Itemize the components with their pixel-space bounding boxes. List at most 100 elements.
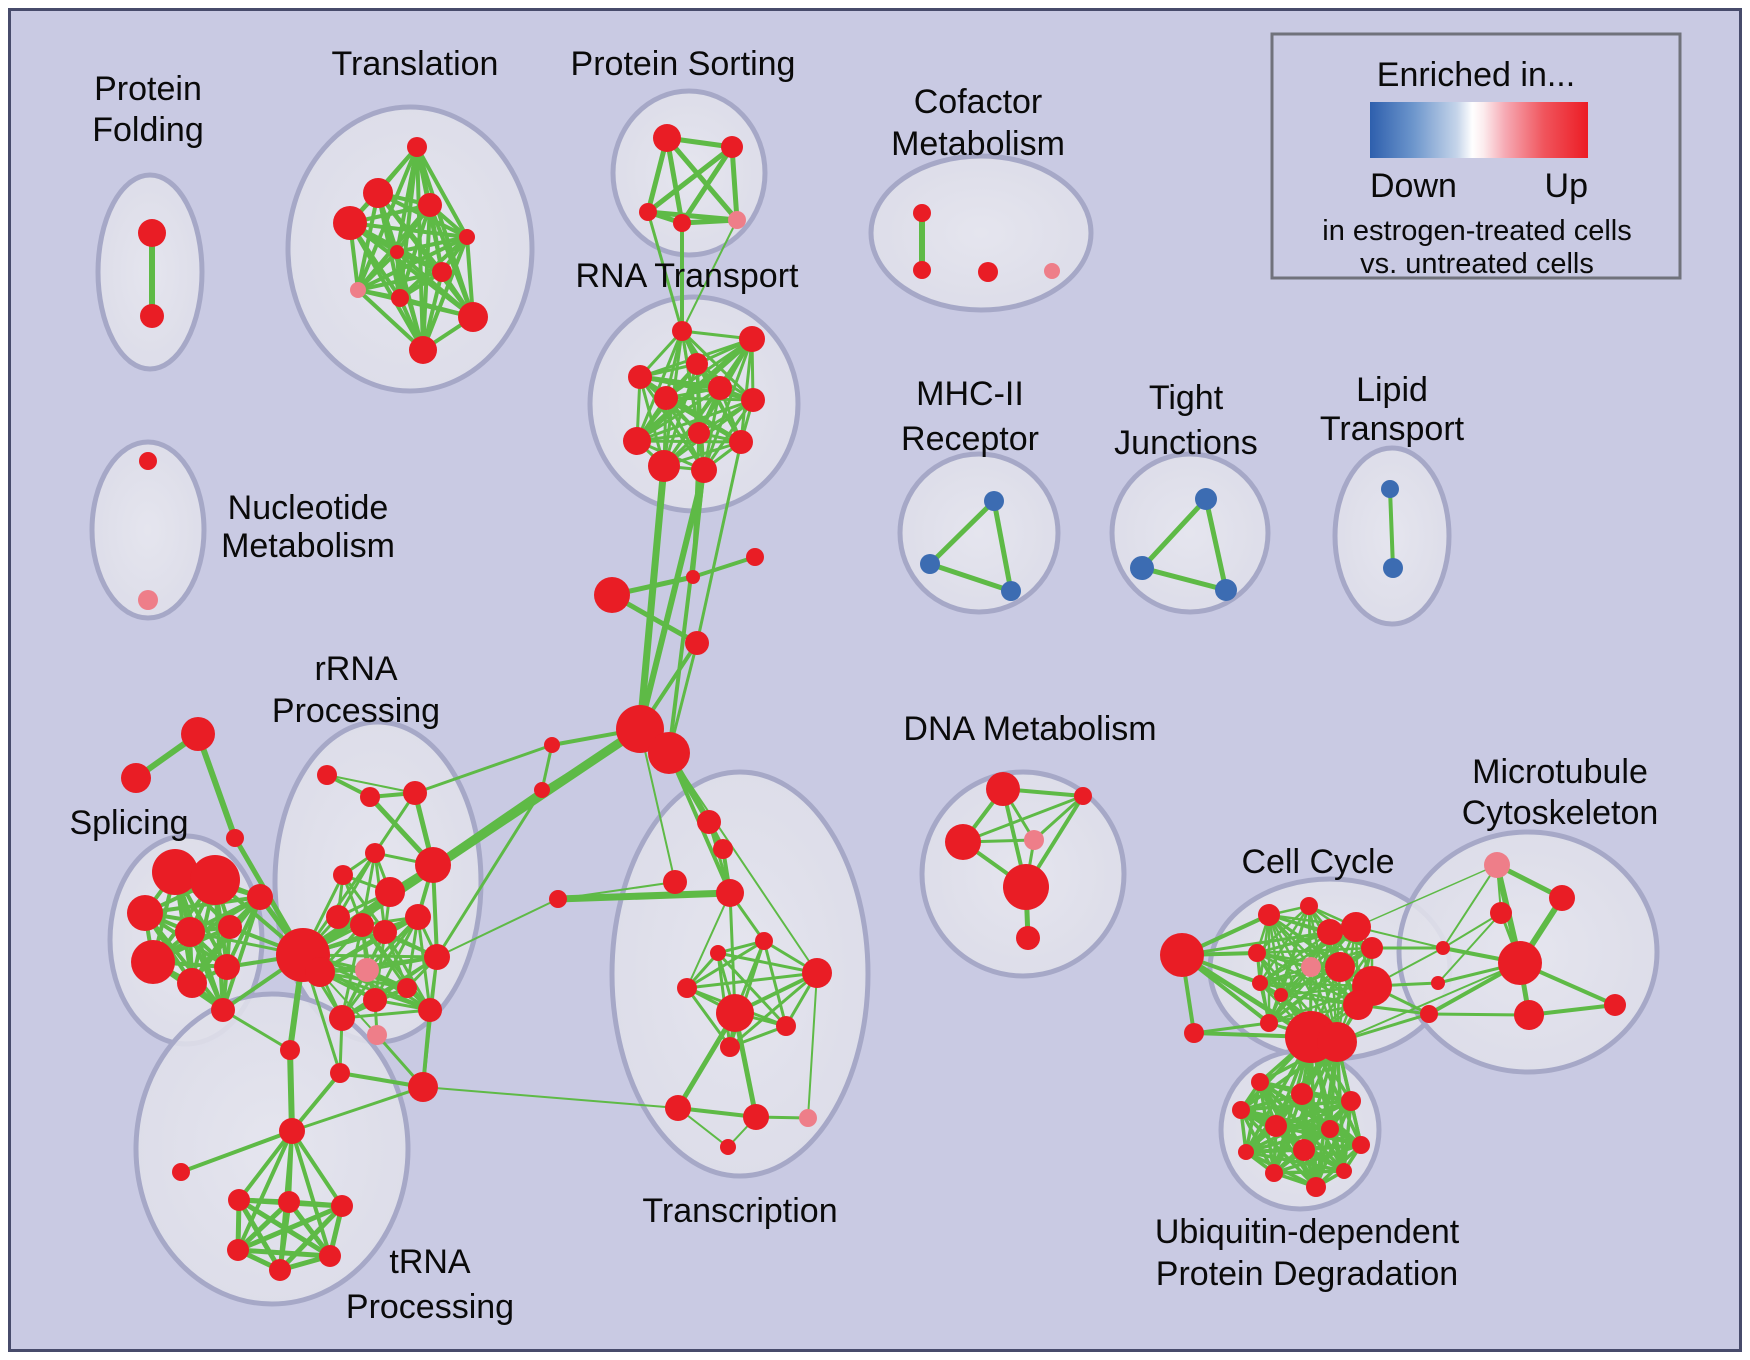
node-r10[interactable] — [350, 913, 374, 937]
node-r17[interactable] — [329, 1005, 355, 1031]
node-tl8[interactable] — [350, 282, 366, 298]
node-cch2[interactable] — [1317, 1022, 1357, 1062]
node-cc10[interactable] — [1252, 975, 1268, 991]
node-sp6[interactable] — [131, 940, 175, 984]
node-r8[interactable] — [405, 904, 431, 930]
node-x1[interactable] — [594, 577, 630, 613]
node-tl11[interactable] — [409, 336, 437, 364]
node-m3[interactable] — [1001, 581, 1021, 601]
node-ccL[interactable] — [1160, 933, 1204, 977]
node-sp2[interactable] — [190, 855, 240, 905]
node-t1[interactable] — [697, 810, 721, 834]
node-cc4[interactable] — [1341, 912, 1371, 942]
node-rt11[interactable] — [648, 450, 680, 482]
node-cc3[interactable] — [1317, 919, 1343, 945]
node-r9[interactable] — [326, 905, 350, 929]
node-pf2[interactable] — [140, 304, 164, 328]
node-t12[interactable] — [665, 1095, 691, 1121]
node-pf1[interactable] — [138, 219, 166, 247]
node-sp4[interactable] — [175, 917, 205, 947]
node-mt2[interactable] — [1490, 902, 1512, 924]
node-r11[interactable] — [373, 920, 397, 944]
node-slk[interactable] — [226, 829, 244, 847]
node-tl6[interactable] — [390, 245, 404, 259]
node-sp1[interactable] — [152, 849, 198, 895]
node-cf4[interactable] — [1044, 263, 1060, 279]
node-rt6[interactable] — [708, 376, 732, 400]
node-ps3[interactable] — [639, 203, 657, 221]
node-cc11[interactable] — [1274, 988, 1288, 1002]
node-r2[interactable] — [360, 787, 380, 807]
node-br2[interactable] — [1431, 976, 1445, 990]
node-tl7[interactable] — [432, 262, 452, 282]
node-rt4[interactable] — [628, 365, 652, 389]
node-d1[interactable] — [986, 772, 1020, 806]
node-b3[interactable] — [330, 1063, 350, 1083]
node-u9[interactable] — [1352, 1136, 1370, 1154]
node-c1[interactable] — [549, 890, 567, 908]
node-sp7[interactable] — [177, 968, 207, 998]
node-hub2[interactable] — [305, 957, 335, 987]
node-n2[interactable] — [138, 590, 158, 610]
node-u10[interactable] — [1265, 1164, 1283, 1182]
node-mt3[interactable] — [1514, 1000, 1544, 1030]
node-tr2[interactable] — [278, 1191, 300, 1213]
node-t3[interactable] — [663, 870, 687, 894]
node-b4[interactable] — [408, 1072, 438, 1102]
node-mt1[interactable] — [1549, 885, 1575, 911]
node-tl2[interactable] — [363, 178, 393, 208]
node-br1[interactable] — [1436, 941, 1450, 955]
node-t7[interactable] — [677, 978, 697, 998]
node-d2[interactable] — [1074, 787, 1092, 805]
node-rt7[interactable] — [741, 388, 765, 412]
node-rt2[interactable] — [739, 326, 765, 352]
node-br3[interactable] — [1420, 1005, 1438, 1023]
node-r1[interactable] — [317, 765, 337, 785]
node-mtbig[interactable] — [1498, 941, 1542, 985]
node-tl4[interactable] — [333, 206, 367, 240]
node-ps4[interactable] — [673, 214, 691, 232]
node-trhub[interactable] — [279, 1118, 305, 1144]
node-rt1[interactable] — [672, 321, 692, 341]
node-rt9[interactable] — [623, 427, 651, 455]
node-r6[interactable] — [333, 865, 353, 885]
node-sp9[interactable] — [211, 998, 235, 1022]
node-tj3[interactable] — [1215, 579, 1237, 601]
node-str2[interactable] — [121, 763, 151, 793]
node-tr5[interactable] — [269, 1259, 291, 1281]
node-tr4[interactable] — [227, 1239, 249, 1261]
node-cc5[interactable] — [1361, 937, 1383, 959]
node-u12[interactable] — [1336, 1163, 1352, 1179]
node-ccl2[interactable] — [1184, 1023, 1204, 1043]
node-tr1[interactable] — [228, 1189, 250, 1211]
node-u7[interactable] — [1238, 1144, 1254, 1160]
node-u3[interactable] — [1341, 1091, 1361, 1111]
node-r16[interactable] — [418, 998, 442, 1022]
node-sp5[interactable] — [218, 915, 242, 939]
node-d3[interactable] — [945, 824, 981, 860]
node-x2[interactable] — [686, 570, 700, 584]
node-u11[interactable] — [1306, 1177, 1326, 1197]
node-r7[interactable] — [375, 877, 405, 907]
node-r5[interactable] — [415, 847, 451, 883]
node-ps1[interactable] — [653, 124, 681, 152]
node-rt12[interactable] — [691, 457, 717, 483]
node-tl10[interactable] — [458, 302, 488, 332]
node-ccp[interactable] — [1301, 957, 1321, 977]
node-lp2[interactable] — [1383, 558, 1403, 578]
node-cc7[interactable] — [1325, 952, 1355, 982]
node-rt10[interactable] — [729, 430, 753, 454]
node-t8[interactable] — [802, 958, 832, 988]
node-tr6[interactable] — [319, 1245, 341, 1267]
node-r12[interactable] — [355, 958, 379, 982]
node-rt8[interactable] — [688, 422, 710, 444]
node-t4[interactable] — [716, 879, 744, 907]
node-tr3[interactable] — [331, 1195, 353, 1217]
node-triso[interactable] — [172, 1163, 190, 1181]
node-t6[interactable] — [710, 945, 726, 961]
node-r14[interactable] — [397, 978, 417, 998]
node-mt4[interactable] — [1604, 994, 1626, 1016]
node-r15[interactable] — [363, 988, 387, 1012]
node-ps2[interactable] — [721, 136, 743, 158]
node-sp3[interactable] — [127, 895, 163, 931]
